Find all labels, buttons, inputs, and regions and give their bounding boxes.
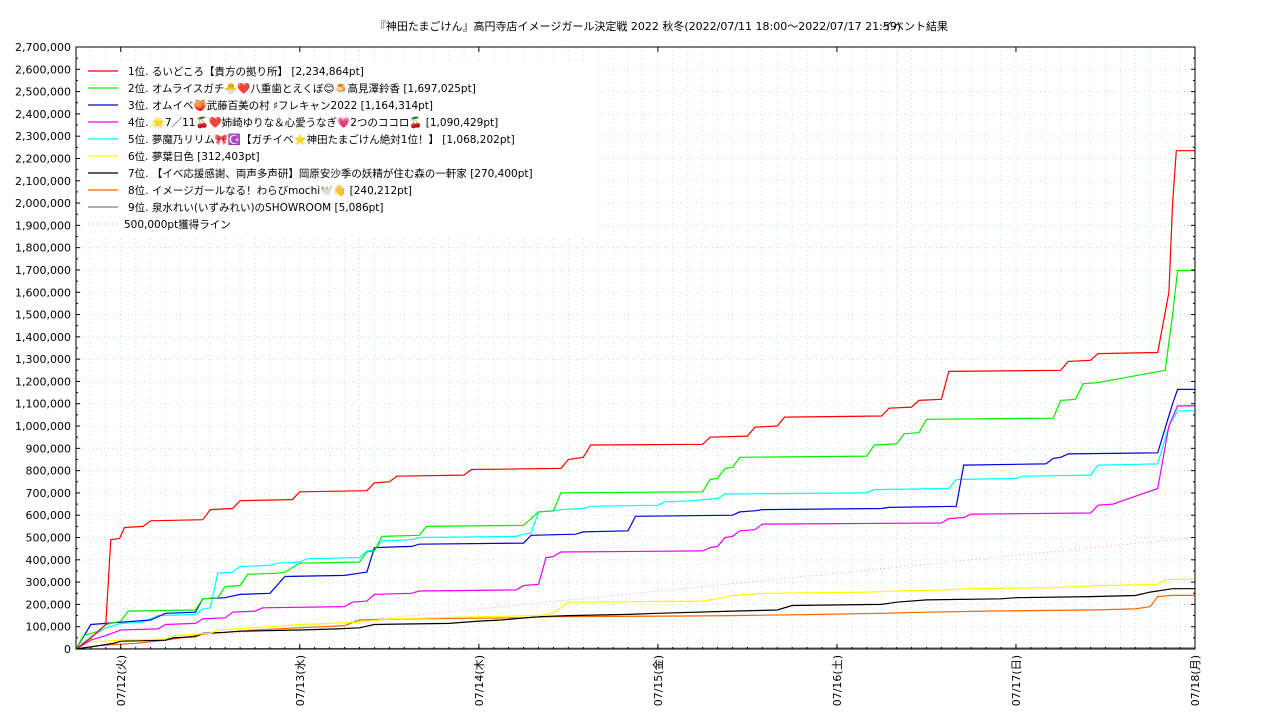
y-tick-label: 2,200,000 — [15, 152, 71, 165]
y-tick-label: 0 — [64, 643, 71, 656]
legend-label: 9位. 泉水れい(いずみれい)のSHOWROOM [5,086pt] — [128, 201, 384, 214]
series-line — [75, 594, 1195, 650]
chart-title: 『神田たまごけん』高円寺店イメージガール決定戦 2022 秋冬(2022/07/… — [375, 19, 901, 33]
y-tick-label: 1,500,000 — [15, 309, 71, 322]
legend-label: 4位. 🌟7／11🍒❤️姉崎ゆりな＆心愛うなぎ💗2つのココロ🍒 [1,090,4… — [128, 116, 498, 129]
series-line — [75, 150, 1195, 650]
x-tick-label: 07/17(日) — [1010, 655, 1023, 706]
legend-label: 8位. イメージガールなる！わらびmochi🕊️👋 [240,212pt] — [128, 184, 412, 197]
y-tick-label: 1,300,000 — [15, 353, 71, 366]
legend-label: 7位. 【イベ応援感謝、両声多声研】岡原安沙季の妖精が住む森の一軒家 [270,… — [128, 167, 533, 180]
y-tick-label: 2,700,000 — [15, 41, 71, 54]
x-tick-label: 07/15(金) — [651, 655, 665, 706]
legend-label: 5位. 夢魔乃リリム🎀☪️【ガチイベ⭐️神田たまごけん絶対1位！】 [1,068… — [128, 133, 515, 146]
x-tick-label: 07/14(木) — [473, 655, 486, 706]
y-tick-label: 400,000 — [26, 554, 72, 567]
x-tick-label: 07/18(月) — [1189, 655, 1202, 706]
series-line — [75, 410, 1195, 650]
y-tick-label: 700,000 — [26, 487, 72, 500]
y-tick-label: 1,200,000 — [15, 375, 71, 388]
legend: 1位. るいどころ【貴方の拠り所】 [2,234,864pt] 2位. オムライス… — [82, 60, 597, 236]
y-tick-label: 800,000 — [26, 465, 72, 478]
x-tick-label: 07/13(水) — [294, 655, 307, 706]
y-tick-label: 900,000 — [26, 442, 72, 455]
x-tick-label: 07/12(火) — [115, 655, 128, 706]
y-tick-label: 1,900,000 — [15, 219, 71, 232]
legend-label: 500,000pt獲得ライン — [124, 218, 231, 231]
series-line — [75, 588, 1195, 650]
series-line — [75, 578, 1195, 650]
legend-label: 2位. オムライスガチ🐣❤️八重歯とえくぼ😊🍮高見澤鈴香 [1,697,025p… — [128, 82, 476, 95]
y-tick-label: 2,400,000 — [15, 108, 71, 121]
series-line — [75, 270, 1195, 650]
y-tick-label: 2,000,000 — [15, 197, 71, 210]
y-tick-label: 1,800,000 — [15, 242, 71, 255]
y-tick-label: 300,000 — [26, 576, 72, 589]
series-line — [75, 388, 1195, 650]
legend-label: 3位. オムイベ🍑武藤百美の村 ♯フレキャン2022 [1,164,314pt] — [128, 99, 433, 112]
legend-background — [82, 60, 597, 236]
x-tick-label: 07/16(土) — [831, 655, 844, 706]
reference-line — [75, 537, 1196, 650]
y-tick-label: 2,300,000 — [15, 130, 71, 143]
legend-label: 1位. るいどころ【貴方の拠り所】 [2,234,864pt] — [128, 65, 364, 78]
y-tick-label: 200,000 — [26, 598, 72, 611]
y-tick-label: 1,400,000 — [15, 331, 71, 344]
legend-label: 6位. 夢葉日色 [312,403pt] — [128, 150, 260, 163]
y-tick-label: 2,100,000 — [15, 175, 71, 188]
chart-subtitle: イベント結果 — [882, 19, 948, 33]
y-tick-label: 1,000,000 — [15, 420, 71, 433]
y-tick-label: 2,500,000 — [15, 86, 71, 99]
y-tick-label: 1,700,000 — [15, 264, 71, 277]
series-line — [75, 405, 1195, 650]
y-tick-label: 500,000 — [26, 532, 72, 545]
y-axis-ticks: 0 100,000 200,000 300,000 400,000 500,000 600,… — [15, 41, 1195, 656]
y-tick-label: 1,600,000 — [15, 286, 71, 299]
y-tick-label: 1,100,000 — [15, 398, 71, 411]
y-tick-label: 600,000 — [26, 509, 72, 522]
y-tick-label: 2,600,000 — [15, 63, 71, 76]
x-axis-ticks: 07/12(火) 07/13(水) 07/14(木) 07/15(金) 07/16(土)… — [90, 47, 1202, 706]
series-lines — [75, 150, 1195, 650]
reference-line-path — [75, 537, 1196, 650]
y-tick-label: 100,000 — [26, 621, 72, 634]
